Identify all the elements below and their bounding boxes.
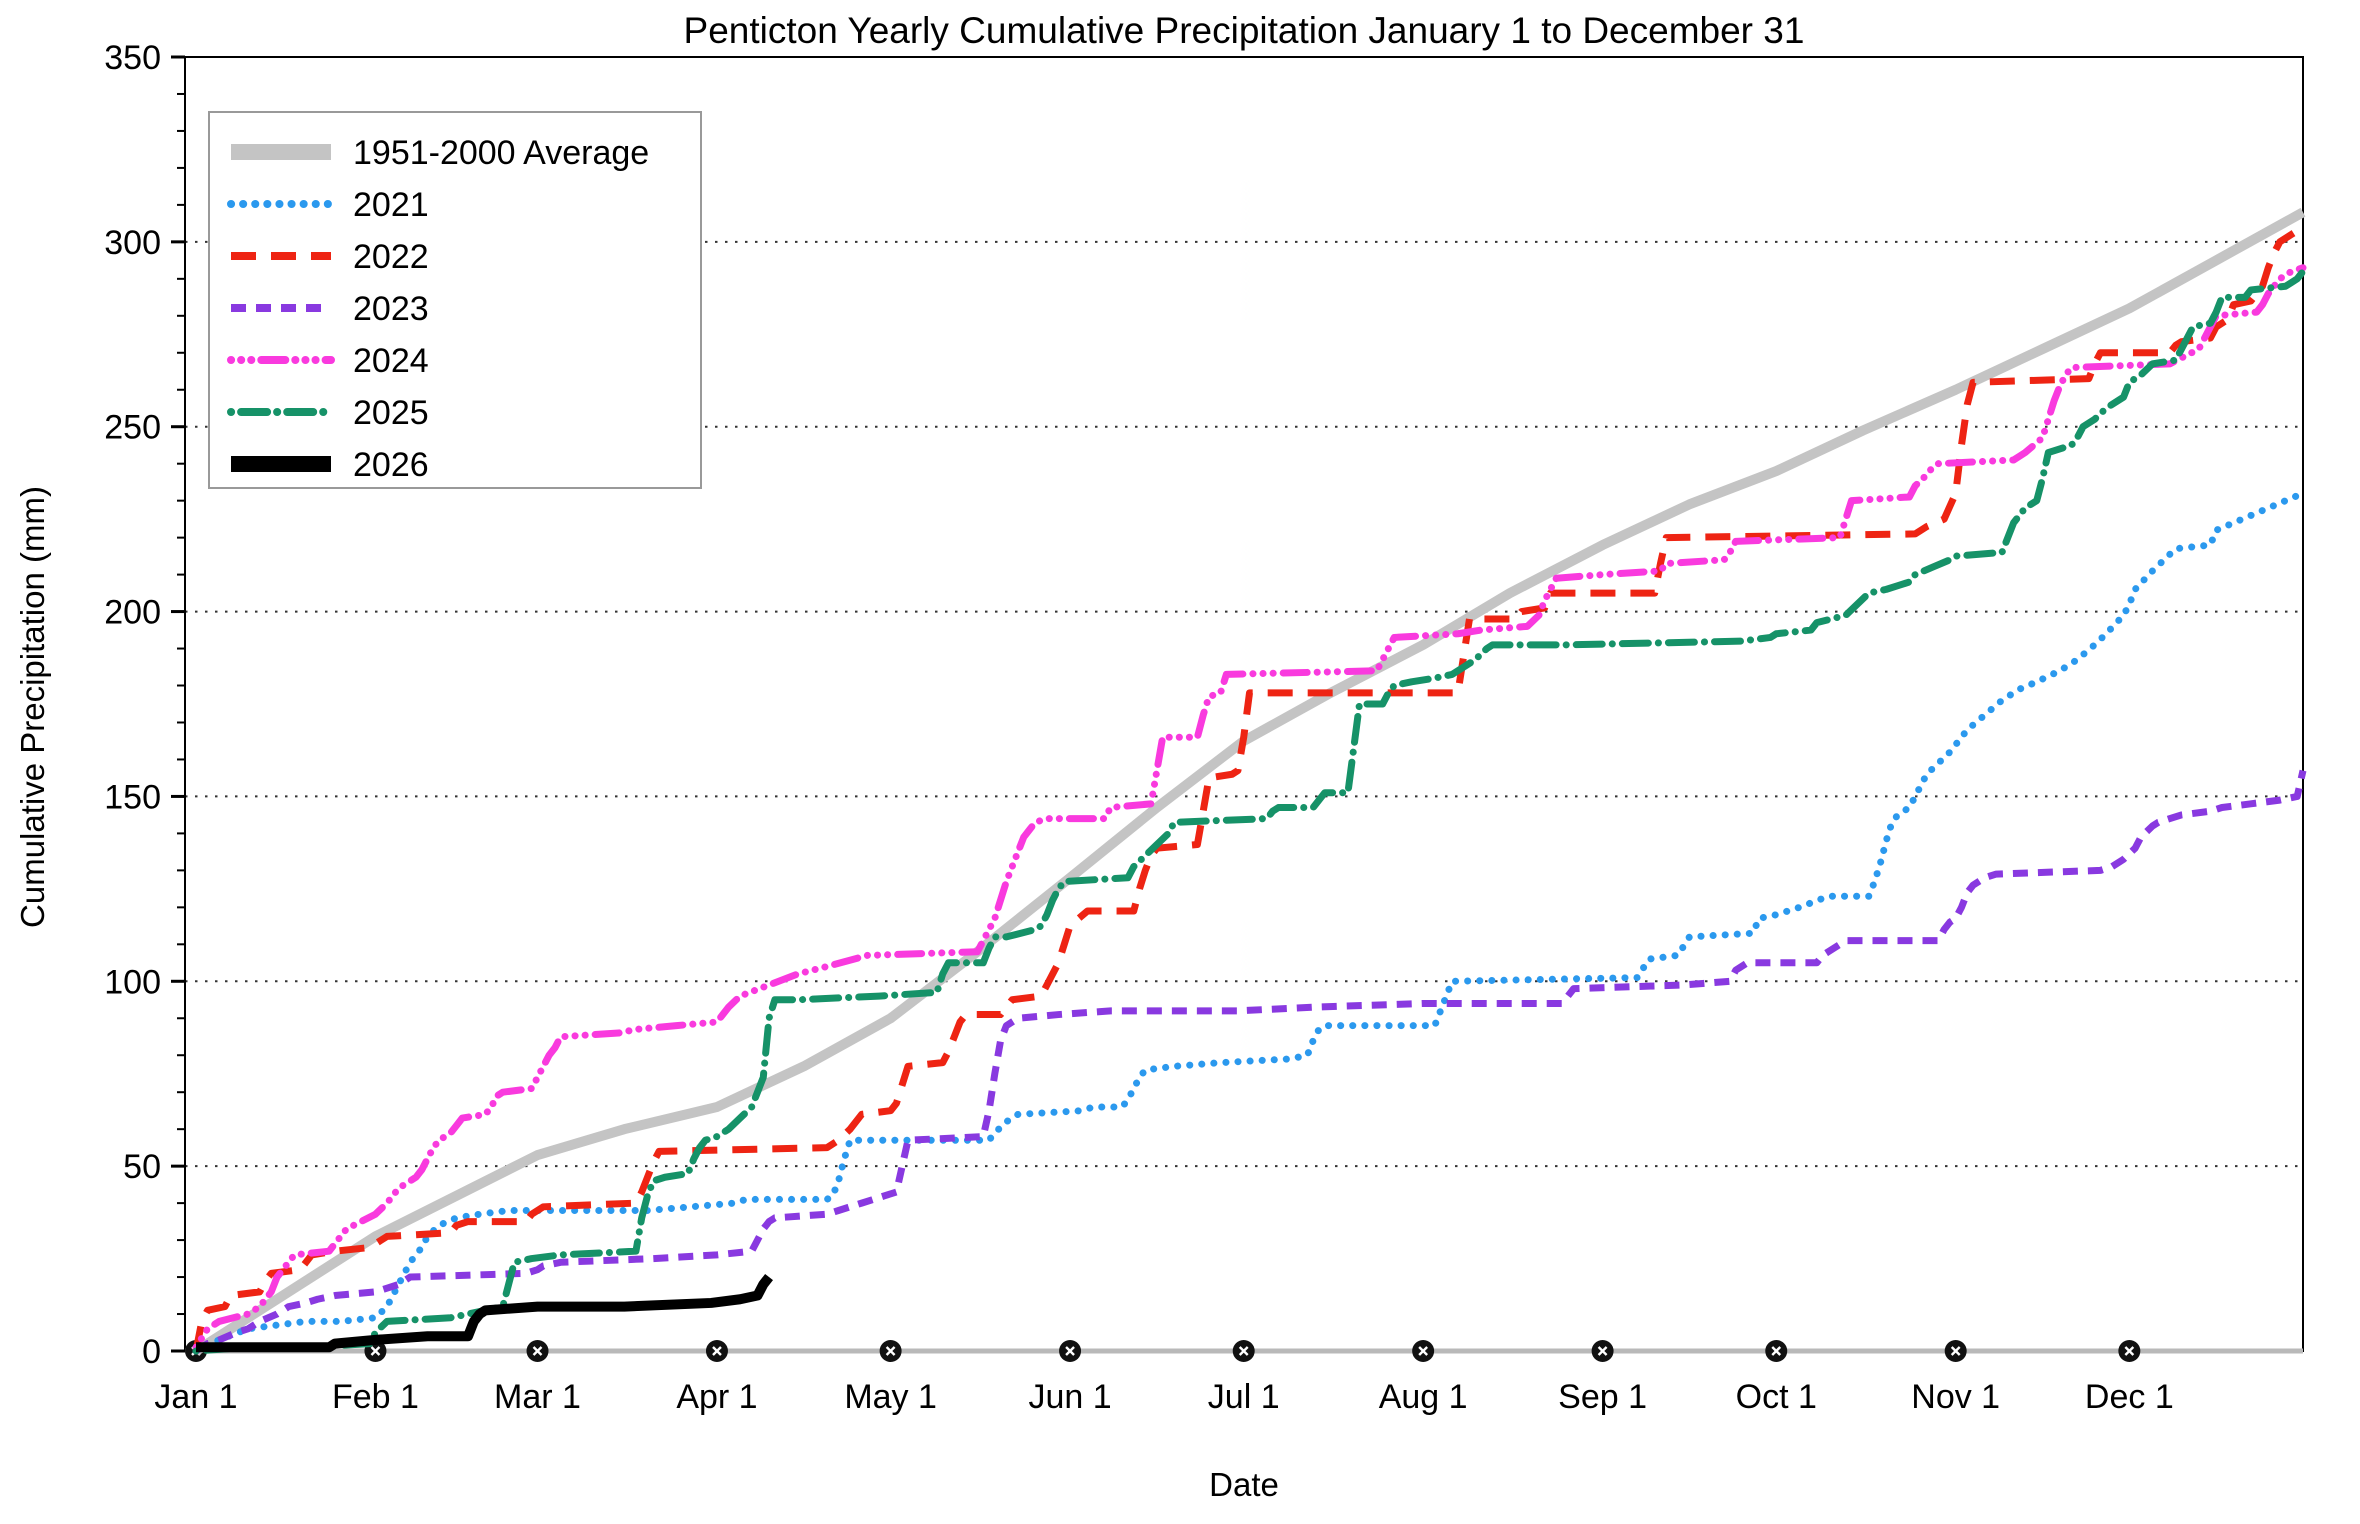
series-2025 <box>192 267 2307 1355</box>
x-tick-label: Apr 1 <box>676 1378 757 1416</box>
x-tick-label: Feb 1 <box>332 1378 419 1416</box>
legend-label: 2026 <box>353 446 429 484</box>
legend-item: 2022 <box>231 238 429 276</box>
x-tick-label: Sep 1 <box>1558 1378 1647 1416</box>
month-start-marker <box>1059 1340 1082 1362</box>
series-2021 <box>192 489 2307 1355</box>
month-start-marker <box>1765 1340 1788 1362</box>
month-start-marker <box>2118 1340 2141 1362</box>
legend-label: 2022 <box>353 238 429 276</box>
legend-label: 1951-2000 Average <box>353 134 649 172</box>
series-2024 <box>192 264 2307 1351</box>
month-start-marker <box>1591 1340 1614 1362</box>
series-2022 <box>192 224 2305 1352</box>
x-tick-label: Jul 1 <box>1208 1378 1280 1416</box>
legend: 1951-2000 Average 2021 2022 2023 2024 2025 202… <box>208 111 702 489</box>
x-tick-label: Mar 1 <box>494 1378 581 1416</box>
y-tick-label: 200 <box>104 594 161 632</box>
y-tick-label: 150 <box>104 778 161 816</box>
legend-label: 2021 <box>353 186 429 224</box>
month-start-marker <box>1232 1340 1255 1362</box>
x-axis: Jan 1 Feb 1 Mar 1 Apr 1 May 1 Jun 1 Jul 1 Aug 1… <box>154 1378 2173 1416</box>
legend-label: 2024 <box>353 342 429 380</box>
series-2026 <box>196 1273 773 1353</box>
month-start-marker <box>879 1340 902 1362</box>
y-axis-title: Cumulative Precipitation (mm) <box>14 486 51 928</box>
legend-label: 2023 <box>353 290 429 328</box>
y-tick-label: 100 <box>104 963 161 1001</box>
legend-item: 1951-2000 Average <box>231 134 649 172</box>
x-tick-label: Oct 1 <box>1736 1378 1817 1416</box>
month-start-marker <box>705 1340 728 1362</box>
legend-label: 2025 <box>353 394 429 432</box>
y-tick-label: 0 <box>142 1333 161 1371</box>
x-tick-label: Nov 1 <box>1911 1378 2000 1416</box>
legend-item: 2026 <box>231 446 429 484</box>
y-tick-label: 300 <box>104 224 161 262</box>
month-start-marker <box>1944 1340 1967 1362</box>
x-tick-label: May 1 <box>844 1378 937 1416</box>
chart-title: Penticton Yearly Cumulative Precipitatio… <box>683 10 1805 51</box>
legend-item: 2023 <box>231 290 429 328</box>
y-axis: 0 50 100 150 200 250 300 350 <box>104 39 185 1371</box>
x-tick-label: Dec 1 <box>2085 1378 2174 1416</box>
y-tick-label: 250 <box>104 409 161 447</box>
y-tick-label: 50 <box>123 1148 161 1186</box>
x-axis-title: Date <box>1209 1466 1279 1503</box>
month-start-marker <box>526 1340 549 1362</box>
legend-item: 2025 <box>227 394 429 432</box>
x-tick-label: Jun 1 <box>1028 1378 1111 1416</box>
zero-baseline <box>185 1340 2303 1362</box>
legend-item: 2024 <box>227 342 429 380</box>
month-start-marker <box>1412 1340 1435 1362</box>
x-tick-label: Jan 1 <box>154 1378 237 1416</box>
y-tick-label: 350 <box>104 39 161 77</box>
legend-item: 2021 <box>227 186 429 224</box>
x-tick-label: Aug 1 <box>1379 1378 1468 1416</box>
